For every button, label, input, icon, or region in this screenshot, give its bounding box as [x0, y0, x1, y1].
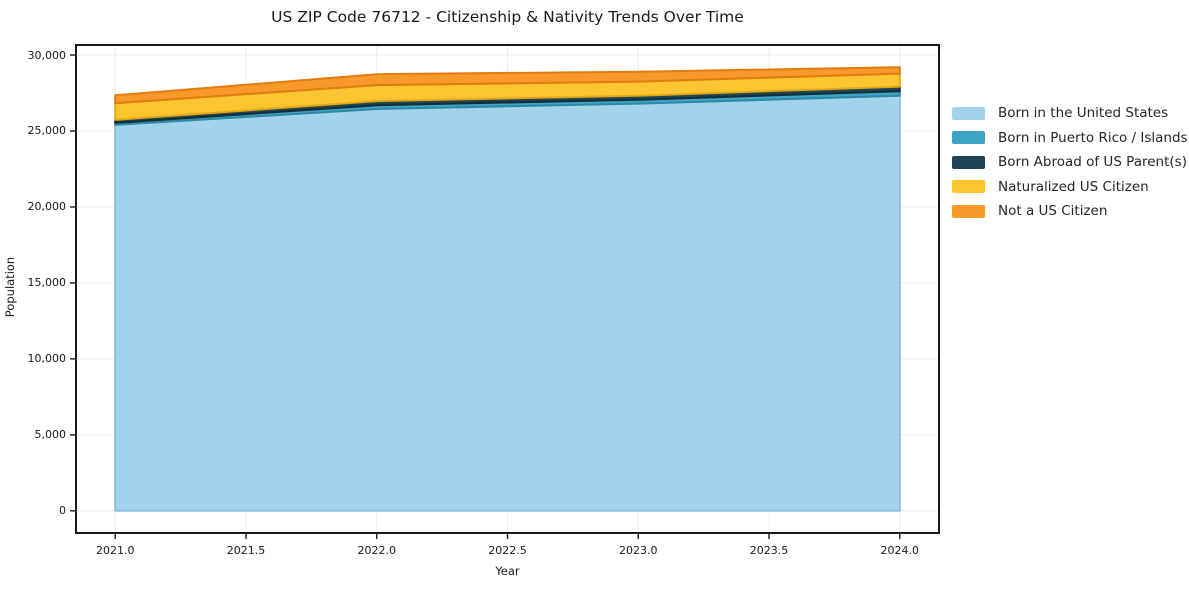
x-tick-label: 2023.0	[619, 544, 658, 557]
y-tick-label: 5,000	[34, 428, 67, 442]
legend-item-not-a-us-citizen: Not a US Citizen	[952, 199, 1188, 224]
legend-item-born-abroad-of-us-parent-s: Born Abroad of US Parent(s)	[952, 150, 1188, 175]
x-tick-label: 2021.5	[226, 544, 266, 557]
legend-label: Naturalized US Citizen	[998, 178, 1149, 195]
y-tick-label: 25,000	[27, 124, 67, 138]
legend-swatch-born-abroad-of-us-parent-s	[952, 155, 985, 169]
legend-item-born-in-the-united-states: Born in the United States	[952, 101, 1188, 126]
legend-label: Born in Puerto Rico / Islands	[998, 129, 1188, 146]
y-tick-label: 0	[59, 504, 66, 518]
legend-label: Born Abroad of US Parent(s)	[998, 154, 1187, 171]
legend-item-naturalized-us-citizen: Naturalized US Citizen	[952, 175, 1188, 200]
legend-swatch-not-a-us-citizen	[952, 204, 985, 218]
legend-swatch-naturalized-us-citizen	[952, 180, 985, 194]
x-axis-label: Year	[495, 564, 520, 578]
chart-title: US ZIP Code 76712 - Citizenship & Nativi…	[271, 8, 744, 26]
y-tick-label: 30,000	[27, 48, 67, 62]
legend-swatch-born-in-puerto-rico-islands	[952, 131, 985, 145]
legend: Born in the United States Born in Puerto …	[952, 101, 1188, 224]
x-tick-label: 2022.5	[488, 544, 527, 557]
x-tick-label: 2023.5	[749, 544, 789, 557]
y-tick-label: 15,000	[27, 276, 67, 290]
x-tick-label: 2022.0	[357, 544, 396, 557]
area-not-a-us-citizen	[114, 66, 901, 105]
legend-swatch-born-in-the-united-states	[952, 106, 985, 120]
legend-item-born-in-puerto-rico-islands: Born in Puerto Rico / Islands	[952, 126, 1188, 151]
x-tick-label: 2021.0	[95, 544, 135, 557]
y-tick-label: 10,000	[27, 352, 67, 366]
y-tick-label: 20,000	[27, 200, 67, 214]
legend-label: Born in the United States	[998, 105, 1169, 122]
area-born-in-the-united-states	[114, 94, 901, 512]
x-tick-label: 2024.0	[880, 544, 920, 557]
legend-label: Not a US Citizen	[998, 203, 1108, 220]
